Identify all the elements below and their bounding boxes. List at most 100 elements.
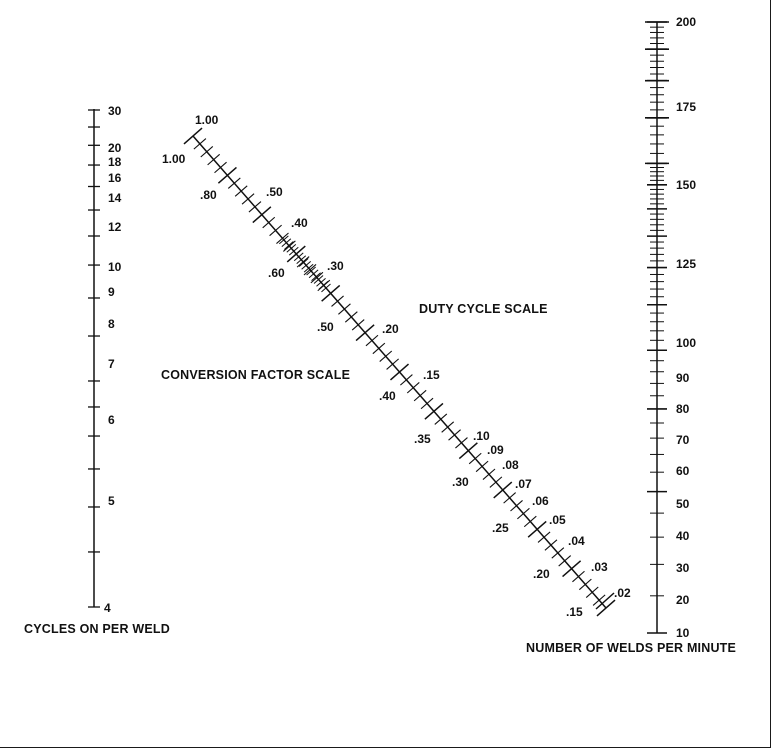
diagonal-tick-fine (306, 266, 316, 276)
cycles-on-per-weld-scale: 30 20 18 16 14 12 10 9 8 7 6 5 4 CYCLES … (24, 104, 170, 636)
diagonal-tick (578, 578, 592, 591)
diagonal-tick-fine (301, 261, 312, 270)
diagonal-tick (448, 429, 461, 441)
welds-per-minute-scale: 200 175 150 125 100 90 80 70 60 50 40 30… (526, 15, 736, 655)
diagonal-tick (234, 185, 248, 197)
conversion-label-25: .25 (492, 521, 509, 535)
conversion-label-80: .80 (200, 188, 217, 202)
diagonal-tick (338, 303, 351, 315)
duty-label-06: .06 (532, 494, 549, 508)
diagonal-tick (214, 161, 227, 174)
duty-label-04: .04 (568, 534, 585, 548)
diagonal-tick (200, 146, 214, 158)
diagonal-tick (248, 201, 262, 213)
duty-label-50: .50 (266, 185, 283, 199)
duty-label-07: .07 (515, 477, 532, 491)
diagonal-tick (193, 138, 207, 150)
diagonal-end-cap (595, 592, 615, 610)
diagonal-tick (585, 586, 599, 598)
diagonal-tick (351, 319, 365, 331)
diagonal-tick (344, 311, 358, 323)
diagonal-tick-fine (308, 269, 319, 279)
cycles-label-4: 4 (104, 601, 111, 615)
diagonal-tick (303, 264, 317, 276)
cycles-label-18: 18 (108, 155, 122, 169)
diagonal-tick (365, 334, 379, 347)
diagonal-tick (455, 437, 468, 449)
conversion-label-20: .20 (533, 567, 550, 581)
cycles-label-6: 6 (108, 413, 115, 427)
diagonal-tick (372, 342, 386, 355)
diagonal-tick-fine (291, 249, 302, 259)
cycles-label-8: 8 (108, 317, 115, 331)
diagonal-tick (282, 240, 296, 252)
diagonal-tick-fine (303, 263, 314, 273)
duty-label-40: .40 (291, 216, 308, 230)
conversion-label-15: .15 (566, 605, 583, 619)
diagonal-tick (413, 389, 427, 402)
diagonal-tick (406, 382, 420, 394)
diagonal-tick (252, 206, 272, 224)
diagonal-tick (386, 358, 399, 370)
diagonal-tick (468, 452, 482, 465)
diagonal-tick-fine (279, 235, 289, 245)
diagonal-tick-fine (298, 258, 309, 267)
cycles-label-14: 14 (108, 191, 122, 205)
welds-label-90: 90 (676, 371, 690, 385)
diagonal-tick (572, 570, 585, 583)
duty-label-top: 1.00 (195, 113, 219, 127)
diagonal-tick (269, 224, 282, 237)
conversion-label-50: .50 (317, 320, 334, 334)
diagonal-tick-fine (281, 238, 292, 247)
diagonal-tick-fine (296, 255, 307, 264)
diagonal-tick (434, 413, 448, 425)
diagonal-tick (537, 531, 551, 543)
diagonal-tick (379, 350, 393, 362)
cycles-label-10: 10 (108, 260, 122, 274)
diagonal-tick (296, 256, 310, 268)
diagonal-tick-fine (321, 283, 331, 293)
duty-label-09: .09 (487, 443, 504, 457)
cycles-ticks (88, 109, 100, 608)
conversion-label-35: .35 (414, 432, 431, 446)
conversion-label-40: .40 (379, 389, 396, 403)
diagonal-tick (183, 127, 203, 145)
diagonal-tick-fine (316, 277, 326, 287)
diagonal-tick (503, 492, 517, 504)
diagonal-scale: 1.00 .50 .40 .30 .20 .15 .10 .09 .08 .07… (161, 113, 631, 619)
diagonal-tick (596, 599, 616, 617)
diagonal-tick (420, 397, 434, 410)
diagonal-tick (424, 402, 444, 420)
diagonal-tick (544, 539, 558, 551)
diagonal-tick (527, 520, 547, 538)
diagonal-tick (389, 363, 410, 381)
diagonal-tick (207, 153, 221, 166)
duty-cycle-labels: 1.00 .50 .40 .30 .20 .15 .10 .09 .08 .07… (195, 113, 631, 600)
conversion-label-30: .30 (452, 475, 469, 489)
diagonal-tick (523, 515, 537, 528)
welds-label-125: 125 (676, 257, 696, 271)
diagonal-tick-fine (318, 280, 329, 290)
welds-ticks (645, 21, 669, 634)
diagonal-tick (558, 555, 572, 567)
diagonal-tick (482, 468, 496, 480)
diagonal-tick (441, 421, 455, 433)
diagonal-tick-fine (313, 275, 324, 284)
diagonal-tick-fine (288, 246, 299, 256)
duty-label-15: .15 (423, 368, 440, 382)
duty-label-03: .03 (591, 560, 608, 574)
diagonal-tick (458, 442, 478, 460)
cycles-label-12: 12 (108, 220, 122, 234)
diagonal-tick (493, 481, 513, 499)
welds-label-10: 10 (676, 626, 690, 640)
duty-label-20: .20 (382, 322, 399, 336)
conversion-label-60: .60 (268, 266, 285, 280)
diagonal-tick-fine (293, 252, 304, 262)
diagonal-tick (400, 374, 413, 386)
diagonal-tick-fine (283, 241, 294, 250)
diagonal-tick (562, 560, 582, 578)
cycles-label-5: 5 (108, 494, 115, 508)
diagonal-tick (276, 232, 289, 244)
diagonal-tick (227, 177, 241, 189)
